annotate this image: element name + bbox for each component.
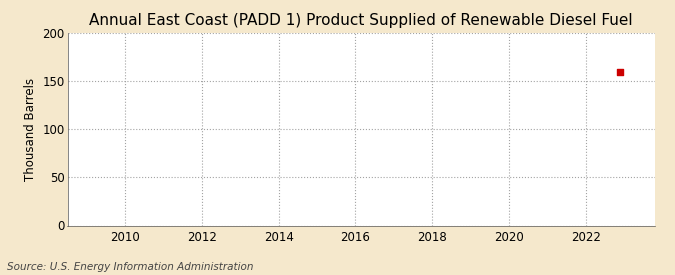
Text: Source: U.S. Energy Information Administration: Source: U.S. Energy Information Administ…: [7, 262, 253, 272]
Title: Annual East Coast (PADD 1) Product Supplied of Renewable Diesel Fuel: Annual East Coast (PADD 1) Product Suppl…: [89, 13, 633, 28]
Y-axis label: Thousand Barrels: Thousand Barrels: [24, 78, 37, 181]
Point: [615, 69, 626, 74]
